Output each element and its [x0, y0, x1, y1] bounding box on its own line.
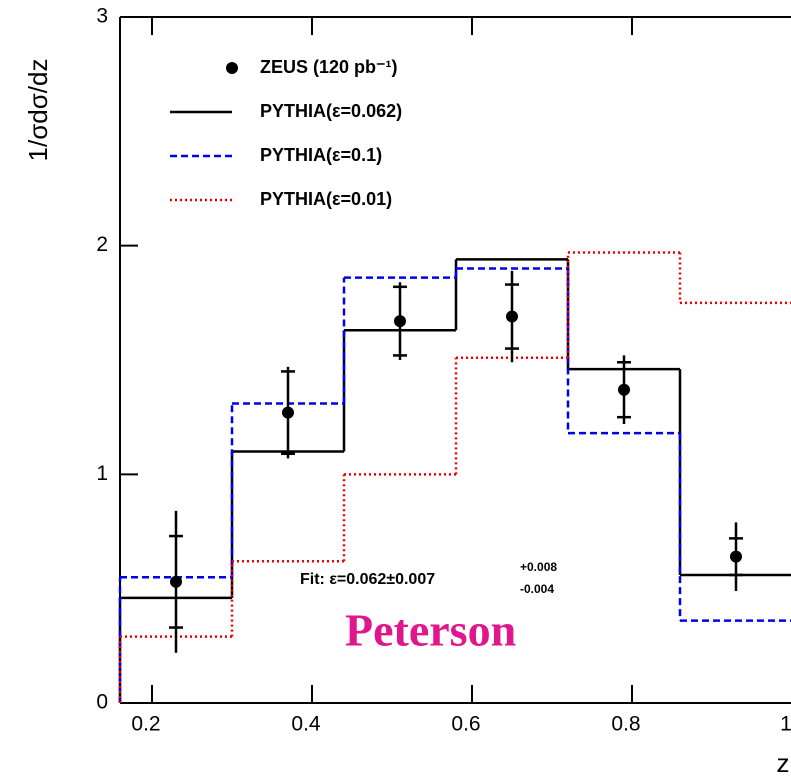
y-tick-label: 2: [96, 233, 108, 256]
y-tick-label: 3: [96, 5, 108, 28]
x-tick-label: 1: [780, 713, 791, 736]
x-tick-label: 0.4: [291, 713, 321, 736]
data-point: [282, 406, 294, 419]
y-axis-label: 1/σdσ/dz: [23, 59, 53, 162]
x-axis-label: z: [777, 748, 790, 778]
fit-error-down: -0.004: [520, 582, 554, 596]
legend-label: PYTHIA(ε=0.062): [260, 101, 402, 121]
data-point: [618, 383, 630, 396]
data-point: [394, 315, 406, 328]
x-tick-label: 0.6: [451, 713, 480, 736]
fit-text: Fit: ε=0.062±0.007: [300, 571, 435, 588]
legend-label: PYTHIA(ε=0.1): [260, 145, 382, 165]
legend-label: ZEUS (120 pb⁻¹): [260, 57, 398, 77]
model-label: Peterson: [345, 605, 516, 656]
legend-label: PYTHIA(ε=0.01): [260, 189, 392, 209]
x-tick-label: 0.8: [611, 713, 640, 736]
legend-marker: [226, 62, 238, 74]
data-point: [170, 575, 182, 588]
y-tick-label: 1: [96, 462, 108, 485]
data-point: [730, 550, 742, 563]
fit-error-up: +0.008: [520, 560, 557, 574]
data-point: [506, 310, 518, 323]
x-tick-label: 0.2: [131, 713, 160, 736]
y-tick-label: 0: [96, 691, 108, 714]
